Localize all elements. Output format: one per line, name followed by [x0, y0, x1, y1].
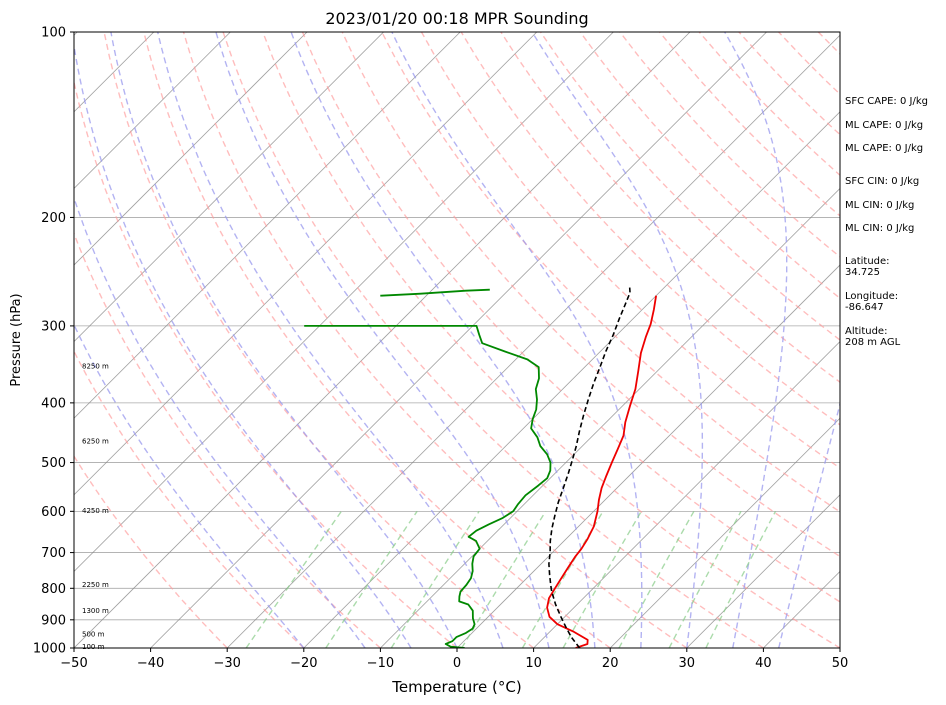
- isotherm-line: [74, 32, 308, 266]
- x-tick-label: −40: [137, 656, 164, 671]
- dry-adiabat-line: [74, 349, 305, 648]
- mixing-ratio-line: [618, 510, 695, 648]
- x-tick-label: −20: [290, 656, 317, 671]
- moist-adiabat-line: [215, 32, 550, 648]
- y-tick-label: 100: [41, 26, 66, 41]
- info-line: ML CAPE: 0 J/kg: [845, 120, 923, 131]
- x-tick-label: 0: [453, 656, 461, 671]
- y-tick-label: 500: [41, 456, 66, 471]
- height-label: 6250 m: [82, 437, 109, 445]
- info-line: 34.725: [845, 267, 880, 278]
- y-tick-label: 300: [41, 319, 66, 334]
- isotherm-line: [74, 32, 691, 648]
- isotherm-line: [74, 32, 461, 419]
- x-tick-label: −50: [60, 656, 87, 671]
- mixing-ratio-line: [668, 510, 742, 648]
- isotherm-line: [226, 34, 840, 648]
- height-label: 4250 m: [82, 507, 109, 515]
- x-tick-label: −10: [367, 656, 394, 671]
- parcel-path: [548, 287, 631, 648]
- dry-adiabat-line: [262, 32, 840, 648]
- plot-frame: [73, 31, 841, 649]
- y-tick-label: 800: [41, 582, 66, 597]
- chart-title: 2023/01/20 00:18 MPR Sounding: [325, 9, 588, 28]
- moist-adiabat-line: [74, 41, 412, 648]
- dry-adiabat-line: [103, 32, 535, 648]
- x-tick-label: −30: [213, 656, 240, 671]
- moist-adiabat-line: [391, 32, 643, 648]
- dry-adiabat-line: [182, 32, 688, 648]
- info-line: SFC CAPE: 0 J/kg: [845, 96, 928, 107]
- isotherm-line: [74, 32, 538, 496]
- x-tick-label: 40: [755, 656, 772, 671]
- sounding-info-panel: SFC CAPE: 0 J/kg ML CAPE: 0 J/kg ML CAPE: …: [845, 96, 928, 348]
- x-axis-label: Temperature (°C): [391, 678, 521, 696]
- y-tick-label: 200: [41, 211, 66, 226]
- height-label: 8250 m: [82, 363, 109, 371]
- isotherm-line: [74, 32, 384, 343]
- dry-adiabat-line: [143, 32, 611, 648]
- y-tick-label: 1000: [33, 642, 66, 657]
- mixing-ratio-line: [245, 510, 342, 648]
- isotherm-line: [533, 341, 840, 648]
- info-line: Latitude:: [845, 256, 890, 267]
- height-label: 500 m: [82, 631, 105, 639]
- info-line: ML CIN: 0 J/kg: [845, 223, 914, 234]
- info-line: Longitude:: [845, 291, 898, 302]
- mixing-ratio-line: [705, 510, 777, 648]
- moist-adiabat-line: [531, 32, 704, 648]
- moist-adiabat-line: [110, 32, 458, 648]
- x-axis-ticks: −50 −40 −30 −20 −10 0 10 20 30 40 50: [60, 648, 848, 671]
- dewpoint-profile-upper: [380, 288, 490, 297]
- mixing-ratio-line: [325, 510, 418, 648]
- isotherm-line: [380, 187, 840, 648]
- isotherm-line: [456, 264, 840, 648]
- isotherm-line: [0, 32, 1, 648]
- info-line: ML CAPE: 0 J/kg: [845, 143, 923, 154]
- dry-adiabat-line: [74, 231, 381, 648]
- x-tick-label: 30: [679, 656, 696, 671]
- y-tick-label: 700: [41, 546, 66, 561]
- isotherm-line: [686, 494, 840, 648]
- dewpoint-profile: [304, 324, 552, 648]
- isotherm-line: [74, 32, 614, 572]
- info-line: ML CIN: 0 J/kg: [845, 200, 914, 211]
- info-line: SFC CIN: 0 J/kg: [845, 176, 919, 187]
- info-line: -86.647: [845, 302, 884, 313]
- mixing-ratio-line: [390, 510, 480, 648]
- moist-adiabat-line: [74, 195, 366, 648]
- isotherm-line: [609, 417, 840, 648]
- moist-adiabat-line: [724, 32, 788, 648]
- height-labels: 8250 m 6250 m 4250 m 2250 m 1300 m 500 m 100 m: [82, 363, 109, 651]
- isotherm-line: [74, 32, 231, 189]
- dry-adiabat-line: [222, 32, 764, 648]
- dry-adiabat-line: [74, 454, 228, 648]
- info-line: 208 m AGL: [845, 337, 901, 348]
- y-tick-label: 400: [41, 396, 66, 411]
- isotherm-line: [303, 111, 840, 648]
- y-tick-label: 900: [41, 613, 66, 628]
- height-label: 2250 m: [82, 581, 109, 589]
- x-tick-label: 50: [832, 656, 849, 671]
- sounding-series: [304, 287, 657, 648]
- y-axis-label: Pressure (hPa): [9, 293, 24, 386]
- x-tick-label: 20: [602, 656, 619, 671]
- info-line: Altitude:: [845, 326, 887, 337]
- height-label: 1300 m: [82, 607, 109, 615]
- x-tick-label: 10: [525, 656, 542, 671]
- dry-adiabat-line: [579, 32, 840, 300]
- mixing-ratio-line: [562, 510, 642, 648]
- moist-adiabat-line: [778, 401, 840, 648]
- y-axis-ticks: 100 200 300 400 500 600 700 800 900 1000: [33, 26, 74, 657]
- moist-adiabat-line: [157, 32, 504, 648]
- temperature-profile: [546, 295, 657, 648]
- isotherm-line: [150, 32, 767, 648]
- y-tick-label: 600: [41, 505, 66, 520]
- height-label: 100 m: [82, 643, 105, 651]
- background-grid: [0, 32, 840, 648]
